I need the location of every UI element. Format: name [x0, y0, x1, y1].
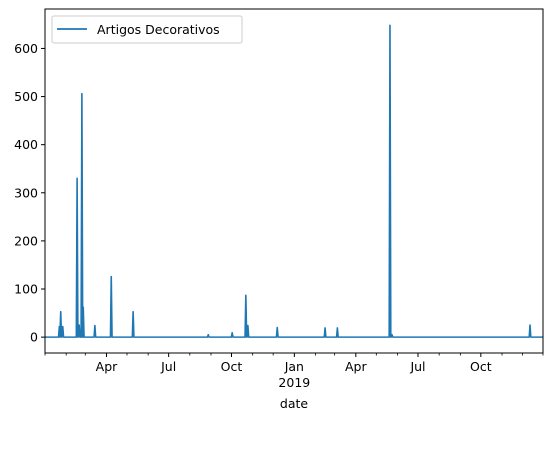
plot-frame [44, 8, 544, 354]
x-tick-label: Jul [160, 359, 176, 374]
y-tick-label: 300 [14, 185, 38, 200]
series-line [45, 24, 543, 338]
x-tick-label: Apr [96, 359, 118, 374]
y-tick-label: 100 [14, 282, 38, 297]
legend: Artigos Decorativos [51, 15, 243, 44]
y-tick-label: 200 [14, 233, 38, 248]
x-axis-title: date [280, 396, 308, 411]
y-axis: 0 100 200 300 400 500 600 [14, 41, 45, 345]
y-tick-label: 600 [14, 41, 38, 56]
y-tick-label: 0 [30, 330, 38, 345]
legend-label: Artigos Decorativos [97, 22, 220, 37]
x-tick-label: Jul [409, 359, 425, 374]
plot-lines [45, 24, 543, 338]
x-tick-label: Apr [345, 359, 367, 374]
legend-box [51, 15, 243, 44]
x-tick-label: Oct [221, 359, 243, 374]
x-tick-sublabel: 2019 [278, 375, 310, 390]
x-tick-label: Oct [470, 359, 492, 374]
y-tick-label: 500 [14, 89, 38, 104]
x-tick-label: Jan [284, 359, 304, 374]
y-tick-label: 400 [14, 137, 38, 152]
